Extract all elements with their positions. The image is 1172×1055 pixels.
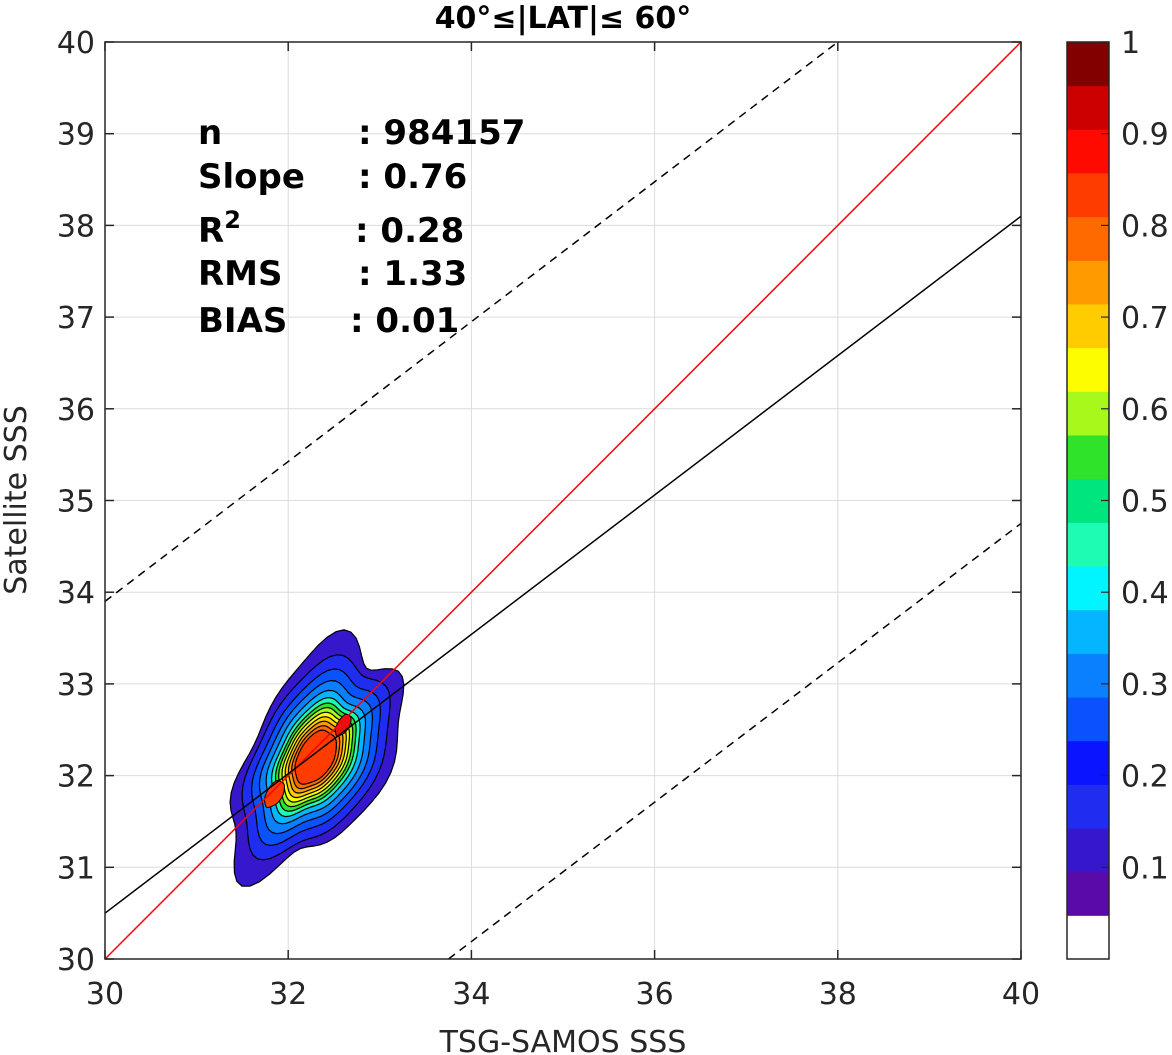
colorbar: 0.1 0.2 0.3 0.4 0.5 0.6 0.7 0.8 0.9 1 — [1066, 26, 1169, 960]
colorbar-tick-label: 0.8 — [1121, 209, 1169, 244]
stat-label: RMS — [198, 254, 283, 294]
stat-value: : 984157 — [358, 113, 525, 153]
colorbar-segment — [1067, 216, 1109, 261]
colorbar-segment — [1067, 304, 1109, 349]
stat-label: n — [198, 113, 222, 153]
colorbar-tick-label: 0.4 — [1121, 576, 1169, 611]
stat-value: : 0.28 — [355, 211, 464, 251]
stat-value: : 1.33 — [358, 254, 467, 294]
line-regression — [105, 215, 1021, 914]
colorbar-segment — [1067, 260, 1109, 305]
y-tick-label: 39 — [57, 118, 95, 153]
line-1-1-line — [105, 42, 1021, 959]
x-tick-label: 30 — [86, 977, 124, 1012]
colorbar-segment — [1067, 347, 1109, 392]
colorbar-tick-label: 0.5 — [1121, 485, 1169, 520]
density-contours — [229, 629, 405, 887]
x-tick-label: 32 — [269, 977, 307, 1012]
colorbar-segment — [1067, 522, 1109, 567]
x-tick-label: 34 — [452, 977, 490, 1012]
x-tick-label: 36 — [636, 977, 674, 1012]
y-tick-label: 36 — [57, 393, 95, 428]
stat-value: : 0.76 — [358, 157, 467, 197]
y-tick-label: 31 — [57, 851, 95, 886]
stat-label: Slope — [198, 157, 305, 197]
x-tick-label: 38 — [819, 977, 857, 1012]
y-tick-label: 32 — [57, 760, 95, 795]
y-tick-label: 30 — [57, 943, 95, 978]
y-tick-label: 34 — [57, 576, 95, 611]
y-axis-label: Satellite SSS — [0, 405, 34, 595]
line-lower-bound — [448, 522, 1021, 959]
colorbar-segment — [1067, 173, 1109, 218]
density-peak — [334, 713, 352, 737]
colorbar-tick-label: 0.1 — [1121, 851, 1169, 886]
stats-box: n : 984157 Slope : 0.76 R2 : 0.28 RMS : 1.33 BIA… — [198, 113, 525, 341]
y-tick-label: 38 — [57, 209, 95, 244]
y-tick-label: 37 — [57, 301, 95, 336]
colorbar-segment — [1067, 740, 1109, 785]
stat-label: R2 — [198, 206, 241, 251]
colorbar-tick-label: 0.2 — [1121, 760, 1169, 795]
x-axis-label: TSG-SAMOS SSS — [439, 1025, 687, 1055]
colorbar-segment — [1067, 653, 1109, 698]
colorbar-segment — [1067, 85, 1109, 130]
colorbar-tick-label: 1 — [1121, 26, 1140, 61]
x-tick-label: 40 — [1002, 977, 1040, 1012]
density-contour-level — [294, 729, 337, 785]
axis-ticks: 30 32 34 36 38 40 30 31 32 33 34 35 36 37 38 39 40 — [57, 26, 1040, 1012]
colorbar-tick-label: 0.7 — [1121, 301, 1169, 336]
y-tick-label: 33 — [57, 668, 95, 703]
y-tick-label: 40 — [57, 26, 95, 61]
reference-lines — [105, 42, 1021, 959]
colorbar-segment — [1067, 784, 1109, 829]
colorbar-segment — [1067, 42, 1109, 87]
colorbar-segment — [1067, 828, 1109, 873]
colorbar-segment — [1067, 566, 1109, 611]
chart-title: 40°≤|LAT|≤ 60° — [435, 1, 692, 36]
colorbar-segment — [1067, 609, 1109, 654]
stat-value: : 0.01 — [350, 301, 459, 341]
colorbar-segment — [1067, 915, 1109, 960]
colorbar-segment — [1067, 435, 1109, 480]
colorbar-segment — [1067, 871, 1109, 916]
stat-label: BIAS — [198, 301, 287, 341]
colorbar-segment — [1067, 697, 1109, 742]
colorbar-tick-label: 0.6 — [1121, 393, 1169, 428]
colorbar-tick-label: 0.3 — [1121, 668, 1169, 703]
colorbar-segment — [1067, 129, 1109, 174]
y-tick-label: 35 — [57, 485, 95, 520]
colorbar-tick-label: 0.9 — [1121, 118, 1169, 153]
colorbar-segment — [1067, 391, 1109, 436]
